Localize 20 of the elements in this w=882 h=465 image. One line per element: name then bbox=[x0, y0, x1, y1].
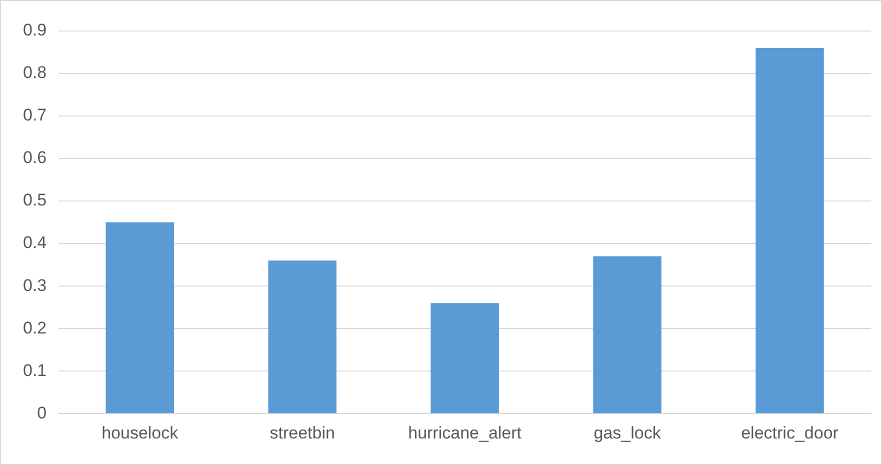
x-tick-label: hurricane_alert bbox=[408, 423, 522, 442]
y-tick-label: 0.5 bbox=[22, 190, 47, 210]
x-tick-label: houselock bbox=[102, 423, 179, 442]
y-tick-label: 0.9 bbox=[22, 20, 47, 40]
x-tick-label: gas_lock bbox=[594, 423, 662, 442]
y-tick-label: 0.2 bbox=[22, 318, 47, 338]
bar bbox=[106, 222, 174, 414]
y-tick-label: 0.1 bbox=[22, 360, 47, 380]
y-tick-label: 0.6 bbox=[22, 148, 47, 168]
bar bbox=[756, 48, 824, 414]
y-tick-label: 0.3 bbox=[22, 276, 47, 295]
bar bbox=[593, 256, 662, 414]
bar bbox=[268, 260, 336, 414]
y-tick-label: 0.4 bbox=[22, 233, 47, 252]
x-tick-label: streetbin bbox=[270, 423, 335, 442]
x-tick-label: electric_door bbox=[741, 423, 839, 442]
y-tick-label: 0 bbox=[37, 403, 47, 422]
y-tick-label: 0.8 bbox=[22, 63, 47, 82]
bar bbox=[430, 303, 499, 414]
y-tick-label: 0.7 bbox=[22, 106, 47, 125]
